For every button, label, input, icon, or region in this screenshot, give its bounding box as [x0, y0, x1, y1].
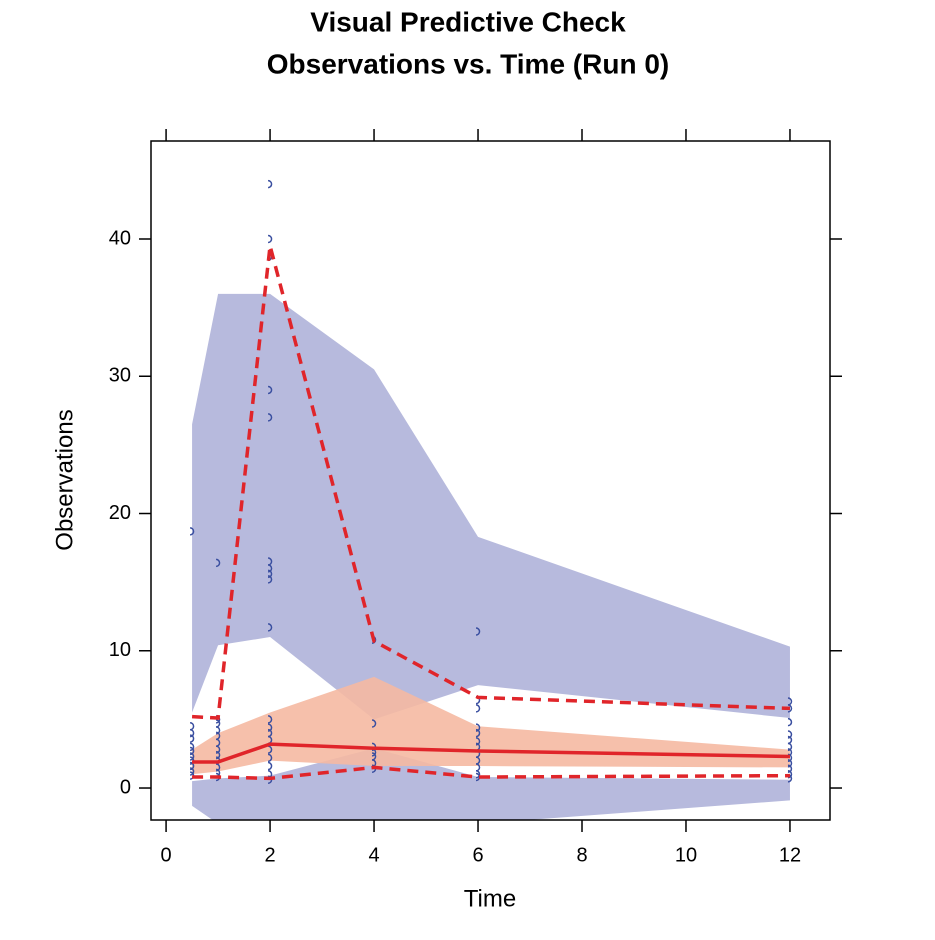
- observation: [267, 413, 273, 422]
- observation: [189, 767, 195, 776]
- x-axis-title: Time: [464, 885, 516, 912]
- x-tick-label: 0: [161, 844, 172, 866]
- observation: [267, 569, 273, 579]
- observation: [475, 770, 481, 779]
- y-tick-label: 20: [109, 502, 131, 524]
- observation: [189, 752, 195, 761]
- plot-frame: [150, 140, 831, 821]
- x-tick-label: 8: [576, 844, 587, 866]
- y-tick-label: 40: [109, 227, 131, 249]
- observed-percentile-line: [192, 765, 790, 781]
- observation: [267, 715, 273, 724]
- observation: [215, 558, 221, 568]
- observation: [215, 763, 221, 772]
- observation: [475, 728, 481, 738]
- observation: [215, 726, 221, 735]
- observation: [189, 746, 195, 756]
- observation: [475, 723, 481, 732]
- observation: [189, 722, 195, 731]
- observation: [371, 719, 377, 728]
- observation: [267, 761, 273, 771]
- x-tick-label: 10: [675, 844, 697, 866]
- observation: [787, 704, 793, 713]
- x-tick-label: 6: [472, 844, 483, 866]
- observation: [475, 737, 481, 746]
- observation: [475, 627, 481, 636]
- prediction-band: [192, 748, 790, 820]
- observation: [189, 742, 195, 752]
- y-tick-label: 0: [120, 776, 131, 798]
- observation: [267, 575, 273, 584]
- observed-median-line: [192, 742, 790, 764]
- observation: [267, 234, 273, 244]
- observation: [189, 761, 195, 771]
- x-tick-label: 12: [779, 844, 801, 866]
- y-axis-title: Observations: [51, 409, 78, 550]
- plot-area: [189, 179, 793, 820]
- observation: [267, 179, 273, 189]
- observation: [787, 770, 793, 779]
- x-tick-label: 2: [264, 844, 275, 866]
- observation: [189, 527, 195, 536]
- observation: [189, 734, 195, 743]
- observation: [189, 728, 195, 738]
- observation: [787, 717, 793, 727]
- observation: [267, 723, 273, 732]
- observation: [267, 753, 273, 763]
- observed-percentile-line: [191, 245, 791, 720]
- chart-title: Visual Predictive Check: [310, 6, 626, 37]
- chart-subtitle: Observations vs. Time (Run 0): [267, 48, 670, 79]
- observation: [267, 385, 273, 395]
- observation: [787, 730, 793, 739]
- observation: [787, 759, 793, 768]
- observation: [215, 750, 221, 760]
- prediction-band: [192, 293, 790, 720]
- x-tick-label: 4: [368, 844, 379, 866]
- y-tick-label: 30: [109, 365, 131, 387]
- observation: [267, 564, 273, 573]
- observation: [267, 623, 273, 632]
- observation: [787, 753, 793, 763]
- prediction-band: [192, 676, 790, 775]
- observation: [215, 745, 221, 754]
- observation: [787, 742, 793, 752]
- y-tick-label: 10: [109, 639, 131, 661]
- observation: [475, 704, 481, 713]
- observation: [787, 764, 793, 774]
